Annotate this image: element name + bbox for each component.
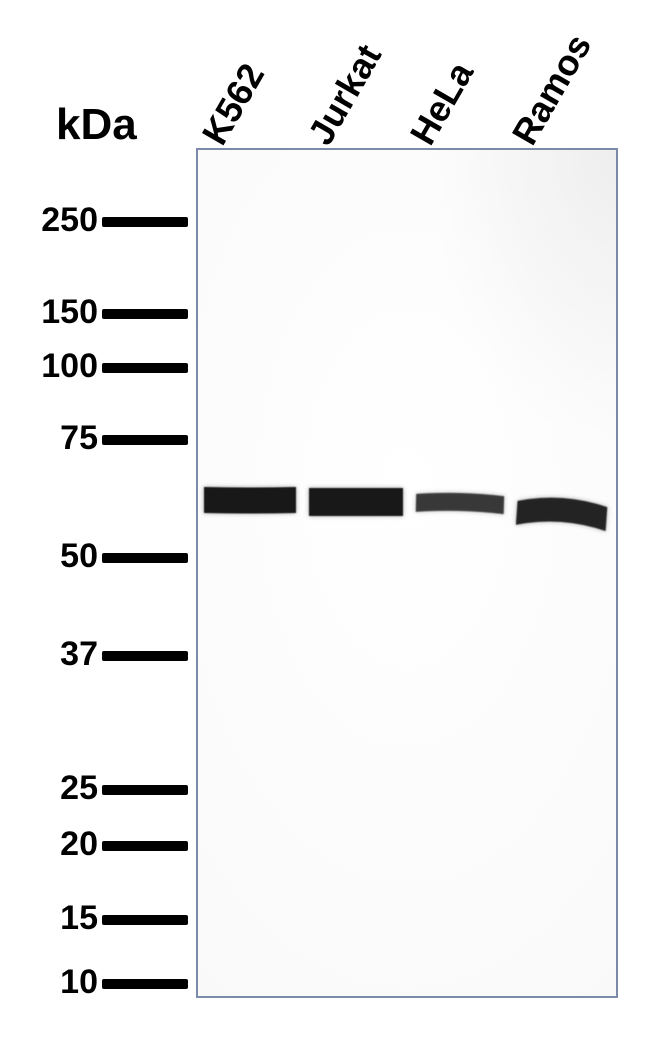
mw-tick [102, 553, 188, 563]
mw-tick [102, 979, 188, 989]
lane-label: K562 [194, 56, 273, 152]
lane-label: Jurkat [300, 37, 390, 152]
y-axis-unit-label: kDa [56, 100, 137, 150]
blot-figure: kDa 250 150 100 75 50 37 25 20 15 10 K562 JurkatHe… [0, 0, 650, 1040]
mw-tick-label: 15 [0, 899, 98, 938]
mw-tick-label: 20 [0, 825, 98, 864]
protein-band [309, 478, 403, 526]
mw-tick [102, 309, 188, 319]
mw-tick-label: 100 [0, 347, 98, 386]
mw-tick-label: 150 [0, 293, 98, 332]
protein-band [204, 477, 296, 523]
mw-tick-label: 37 [0, 635, 98, 674]
mw-tick [102, 915, 188, 925]
mw-tick [102, 217, 188, 227]
blot-membrane [196, 148, 618, 998]
protein-band [416, 482, 505, 522]
mw-tick [102, 435, 188, 445]
mw-tick-label: 10 [0, 963, 98, 1002]
mw-tick-label: 50 [0, 537, 98, 576]
mw-tick [102, 841, 188, 851]
mw-tick [102, 651, 188, 661]
protein-band [516, 485, 609, 535]
lane-label: HeLa [402, 55, 482, 152]
lane-label: Ramos [504, 27, 600, 152]
mw-tick [102, 363, 188, 373]
mw-tick-label: 75 [0, 419, 98, 458]
mw-tick [102, 785, 188, 795]
mw-tick-label: 250 [0, 201, 98, 240]
mw-tick-label: 25 [0, 769, 98, 808]
